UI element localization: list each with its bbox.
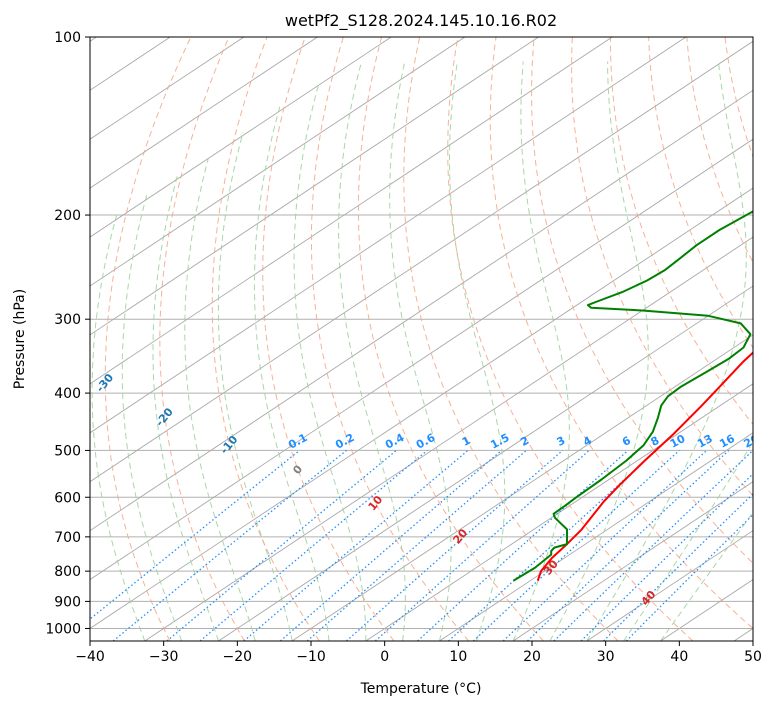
mixing-ratio-line (603, 493, 753, 641)
x-tick-label: −10 (296, 649, 326, 665)
isotherm-line (90, 37, 245, 140)
isotherm-line (90, 138, 753, 581)
x-tick-label: −20 (223, 649, 253, 665)
moist-adiabat-line (152, 173, 219, 641)
isotherm-line (365, 383, 753, 641)
dry-adiabat-line (104, 37, 192, 641)
moist-adiabat-line (448, 61, 506, 641)
x-tick-label: 20 (523, 649, 541, 665)
mixing-ratio-line (580, 473, 753, 641)
x-tick-label: 0 (380, 649, 389, 665)
isotherm-line (90, 89, 753, 532)
dry-adiabat-line (571, 37, 753, 497)
moist-adiabat-line (338, 61, 406, 641)
moist-adiabat-line (91, 214, 146, 641)
isotherm-line (512, 481, 753, 641)
y-tick-label: 500 (54, 443, 81, 459)
moist-adiabat-line (121, 194, 183, 641)
dry-adiabat-line (724, 37, 753, 159)
moist-adiabat-line (549, 61, 649, 641)
mixing-ratio-line (279, 449, 503, 641)
moist-adiabat-line (389, 61, 452, 641)
mixing-ratio-line (448, 449, 658, 641)
dry-adiabat-line (357, 37, 544, 641)
x-tick-label: −40 (75, 649, 105, 665)
isotherm-line (90, 37, 687, 434)
moist-adiabat-line (184, 157, 256, 641)
moist-adiabat-line (293, 83, 367, 641)
y-tick-label: 400 (54, 386, 81, 402)
dry-adiabat-line (686, 37, 753, 264)
moist-adiabat-line (512, 61, 570, 641)
y-tick-label: 800 (54, 564, 81, 580)
y-tick-label: 200 (54, 208, 81, 224)
x-axis-label: Temperature (°C) (360, 681, 482, 697)
isotherm-line (144, 236, 753, 641)
dry-adiabat-line (489, 37, 753, 630)
dry-adiabat-line (211, 37, 320, 641)
moist-adiabat-line (217, 132, 293, 641)
mixing-ratio-line (90, 449, 301, 620)
mixing-ratio-label: 16 (717, 432, 737, 451)
y-tick-label: 100 (54, 30, 81, 46)
mixing-ratio-label: 10 (668, 432, 688, 451)
isotherm-line (586, 530, 753, 641)
moist-adiabat-line (623, 441, 753, 641)
moist-adiabat-line (253, 104, 330, 641)
moist-adiabat-line (660, 511, 753, 641)
y-axis-label: Pressure (hPa) (12, 289, 28, 389)
dry-adiabat-line (262, 37, 395, 641)
isotherm-line (90, 37, 318, 189)
isotherm-line (90, 37, 613, 385)
x-tick-label: 50 (744, 649, 762, 665)
dry-adiabat-line (447, 37, 694, 641)
isotherm-line (90, 40, 753, 483)
dry-adiabat-line (610, 37, 753, 426)
temperature-profile-line (536, 351, 753, 581)
dry-adiabat-line (159, 37, 246, 641)
isotherm-line (439, 432, 753, 641)
mixing-ratio-line (417, 449, 629, 641)
isotherm-line (90, 37, 539, 336)
mixing-ratio-line (199, 449, 428, 641)
y-tick-label: 700 (54, 530, 81, 546)
mixing-ratio-line (306, 449, 527, 641)
dry-adiabat-line (531, 37, 753, 564)
isotherm-line (90, 37, 466, 287)
mixing-ratio-line (625, 513, 753, 641)
moist-adiabat-line (586, 61, 747, 641)
mixing-ratio-label: 20 (742, 432, 762, 451)
dewpoint-profile-line (512, 210, 753, 582)
x-tick-label: 30 (597, 649, 615, 665)
chart-title: wetPf2_S128.2024.145.10.16.R02 (285, 11, 557, 31)
x-tick-label: −30 (149, 649, 179, 665)
mixing-ratio-line (243, 449, 469, 641)
plot-frame (89, 36, 754, 642)
dry-adiabat-line (310, 37, 470, 641)
x-tick-label: 10 (449, 649, 467, 665)
y-tick-label: 900 (54, 594, 81, 610)
y-tick-label: 1000 (45, 621, 81, 637)
y-tick-label: 300 (54, 312, 81, 328)
dry-adiabat-line (403, 37, 619, 641)
y-tick-label: 600 (54, 490, 81, 506)
mixing-ratio-line (472, 449, 680, 641)
mixing-ratio-line (553, 449, 753, 641)
isotherm-line (90, 37, 392, 238)
x-tick-label: 40 (670, 649, 688, 665)
isotherm-line (218, 285, 753, 641)
mixing-ratio-label: 13 (695, 432, 715, 451)
mixing-ratio-line (166, 449, 397, 641)
plot-area (90, 37, 753, 641)
